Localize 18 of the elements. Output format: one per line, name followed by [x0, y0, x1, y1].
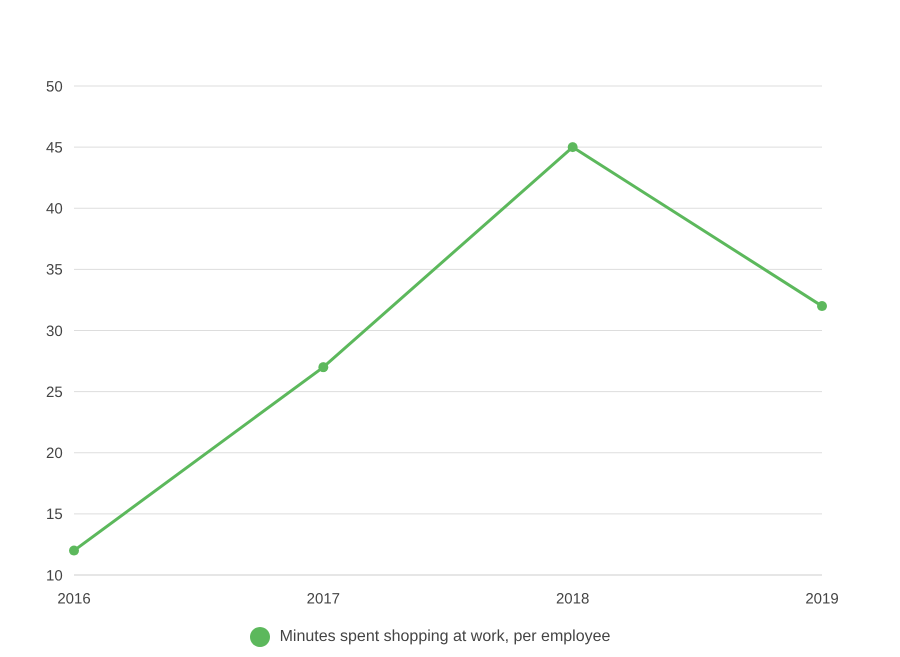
y-tick-label: 25	[46, 384, 63, 401]
legend-label: Minutes spent shopping at work, per employee	[280, 628, 610, 646]
point	[817, 301, 827, 312]
x-tick-label: 2016	[57, 590, 91, 608]
y-tick-label: 40	[46, 200, 63, 218]
point	[568, 142, 578, 152]
y-tick-label: 10	[46, 567, 63, 584]
x-tick-label: 2019	[805, 590, 839, 608]
x-tick-label: 2018	[556, 590, 590, 608]
y-tick-label: 50	[46, 78, 63, 96]
point	[69, 546, 79, 556]
y-tick-label: 45	[46, 139, 63, 156]
y-tick-label: 15	[46, 506, 63, 524]
y-tick-label: 30	[46, 322, 63, 340]
y-tick-label: 35	[46, 262, 63, 279]
x-tick-label: 2017	[306, 590, 340, 608]
y-tick-label: 20	[46, 445, 63, 462]
point	[318, 362, 328, 372]
